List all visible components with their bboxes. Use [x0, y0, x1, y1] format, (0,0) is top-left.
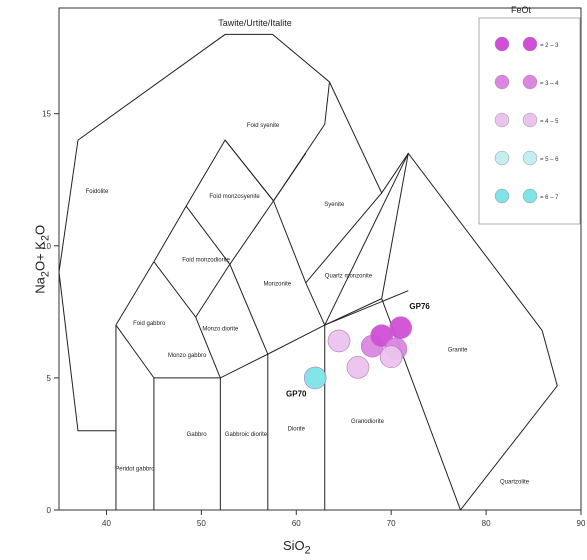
sample-label: GP70 — [286, 389, 307, 398]
axis-ticks: 40 50 60 70 80 90 0 5 10 15 — [42, 110, 586, 528]
field-label: Quartzolite — [500, 480, 530, 486]
field-boundary-line — [195, 264, 231, 318]
x-axis-label: SiO2 — [283, 538, 311, 557]
field-label: Gabbroic diorite — [225, 432, 268, 438]
field-label: Granite — [448, 347, 468, 353]
legend-swatch-small — [494, 36, 510, 52]
x-tick-label: 80 — [482, 519, 491, 528]
data-point — [303, 366, 327, 390]
data-points — [303, 316, 412, 390]
field-boundary-line — [153, 261, 221, 379]
field-boundary-line — [224, 139, 326, 326]
data-point — [379, 345, 403, 369]
top-field-label: Tawite/Urtite/Italite — [218, 18, 292, 28]
sample-labels: GP70 GP76 — [286, 302, 430, 398]
sample-label: GP76 — [409, 302, 430, 311]
field-label: Peridot gabbro — [115, 466, 155, 472]
legend-swatch — [522, 112, 538, 128]
x-tick-label: 40 — [102, 519, 111, 528]
legend-swatch-small — [494, 150, 510, 166]
field-boundary-line — [324, 298, 382, 326]
x-tick-label: 60 — [292, 519, 301, 528]
field-label: Gabbro — [187, 432, 208, 438]
field-label: Quartz monzonite — [325, 273, 373, 279]
field-label: Granodiorite — [351, 419, 385, 425]
field-label: Syenite — [324, 202, 345, 208]
legend-label: = 2 – 3 — [540, 43, 559, 49]
y-axis-label: Na2O+ K2O — [32, 224, 52, 294]
legend: FeOt = 2 – 3 = 3 – 4 = 4 – 5 = 5 – 6 = 6 – 7 — [478, 5, 581, 225]
legend-swatch — [522, 150, 538, 166]
field-boundary-line — [305, 192, 383, 284]
legend-label: = 5 – 6 — [540, 157, 559, 163]
field-boundaries — [58, 33, 558, 511]
field-boundary-line — [58, 33, 558, 511]
field-label: Foid monzosyenite — [209, 194, 260, 200]
field-label: Foidolite — [86, 189, 109, 195]
x-tick-label: 70 — [387, 519, 396, 528]
legend-swatch-small — [494, 188, 510, 204]
field-boundary-line — [273, 153, 307, 202]
field-boundary-line — [324, 153, 409, 326]
field-label: Foid monzodiorite — [182, 258, 230, 264]
legend-swatch-small — [494, 112, 510, 128]
field-label: Monzo diorite — [202, 326, 239, 332]
field-label: Foid syenite — [247, 123, 280, 129]
y-tick-label: 0 — [47, 506, 52, 515]
field-boundary-line — [153, 290, 409, 510]
plot-frame — [58, 7, 582, 511]
field-boundary-line — [381, 153, 409, 299]
x-tick-label: 50 — [197, 519, 206, 528]
field-boundary-line — [115, 324, 155, 379]
legend-swatch — [522, 74, 538, 90]
data-point — [327, 329, 351, 353]
legend-label: = 6 – 7 — [540, 195, 559, 201]
field-label: Foid gabbro — [133, 321, 166, 327]
field-boundary-line — [115, 81, 330, 431]
field-label: Monzonite — [263, 281, 291, 287]
legend-title: FeOt — [511, 5, 532, 15]
data-point — [346, 356, 370, 379]
legend-swatch — [522, 188, 538, 204]
field-labels: Foidolite Foid syenite Foid monzosyenite Fo… — [86, 123, 530, 486]
legend-label: = 4 – 5 — [540, 119, 559, 125]
field-label: Monzo gabbro — [168, 353, 207, 359]
field-boundary-line — [229, 200, 274, 265]
legend-swatch-small — [494, 74, 510, 90]
field-label: Diorite — [288, 427, 306, 433]
data-point — [389, 316, 412, 339]
legend-swatch — [522, 36, 538, 52]
y-tick-label: 15 — [42, 110, 51, 119]
legend-label: = 3 – 4 — [540, 81, 559, 87]
y-tick-label: 5 — [47, 374, 52, 383]
y-tick-label: 10 — [42, 242, 51, 251]
x-tick-label: 90 — [577, 519, 586, 528]
